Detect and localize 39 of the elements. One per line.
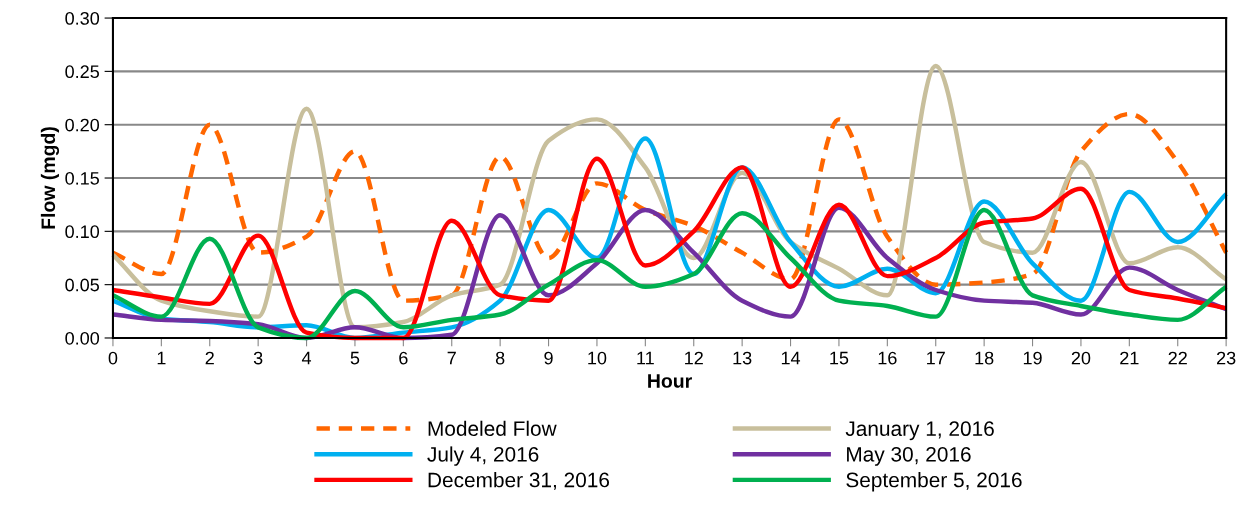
x-tick-label: 6 — [399, 351, 408, 365]
y-axis-title: Flow (mgd) — [40, 127, 60, 229]
x-tick-label: 14 — [781, 351, 801, 365]
x-tick-label: 11 — [637, 351, 654, 365]
x-tick-label: 23 — [1217, 351, 1236, 365]
y-tick-label: 0.00 — [65, 331, 100, 345]
y-tick-label: 0.05 — [65, 278, 99, 292]
x-tick-label: 4 — [301, 351, 312, 365]
x-tick-label: 15 — [830, 351, 849, 365]
x-tick-label: 9 — [544, 351, 553, 365]
x-tick-label: 20 — [1071, 351, 1091, 365]
legend-label: September 5, 2016 — [846, 472, 1022, 492]
y-tick-label: 0.10 — [65, 225, 100, 239]
x-tick-label: 2 — [205, 351, 214, 365]
x-tick-label: 1 — [157, 351, 166, 365]
x-axis-title: Hour — [648, 374, 692, 388]
x-tick-label: 10 — [588, 351, 607, 365]
x-tick-label: 8 — [495, 351, 505, 365]
x-tick-label: 16 — [878, 351, 897, 365]
x-tick-label: 12 — [685, 351, 703, 365]
y-tick-label: 0.20 — [65, 118, 100, 132]
x-tick-label: 13 — [733, 351, 752, 365]
x-tick-label: 3 — [253, 351, 263, 365]
x-tick-label: 21 — [1120, 351, 1139, 365]
y-tick-label: 0.15 — [65, 171, 99, 185]
x-tick-label: 5 — [350, 351, 360, 365]
x-tick-label: 18 — [975, 351, 994, 365]
legend-label: December 31, 2016 — [428, 472, 610, 490]
legend-label: July 4, 2016 — [427, 446, 539, 466]
x-tick-label: 19 — [1023, 351, 1042, 365]
x-tick-label: 17 — [927, 351, 945, 365]
legend-label: May 30, 2016 — [847, 446, 971, 466]
legend-label: January 1, 2016 — [845, 421, 994, 441]
legend-label: Modeled Flow — [428, 420, 557, 437]
y-tick-label: 0.30 — [65, 11, 100, 25]
x-tick-label: 7 — [447, 351, 456, 365]
x-tick-label: 0 — [108, 351, 118, 365]
x-tick-label: 22 — [1168, 351, 1187, 365]
y-tick-label: 0.25 — [65, 65, 99, 79]
